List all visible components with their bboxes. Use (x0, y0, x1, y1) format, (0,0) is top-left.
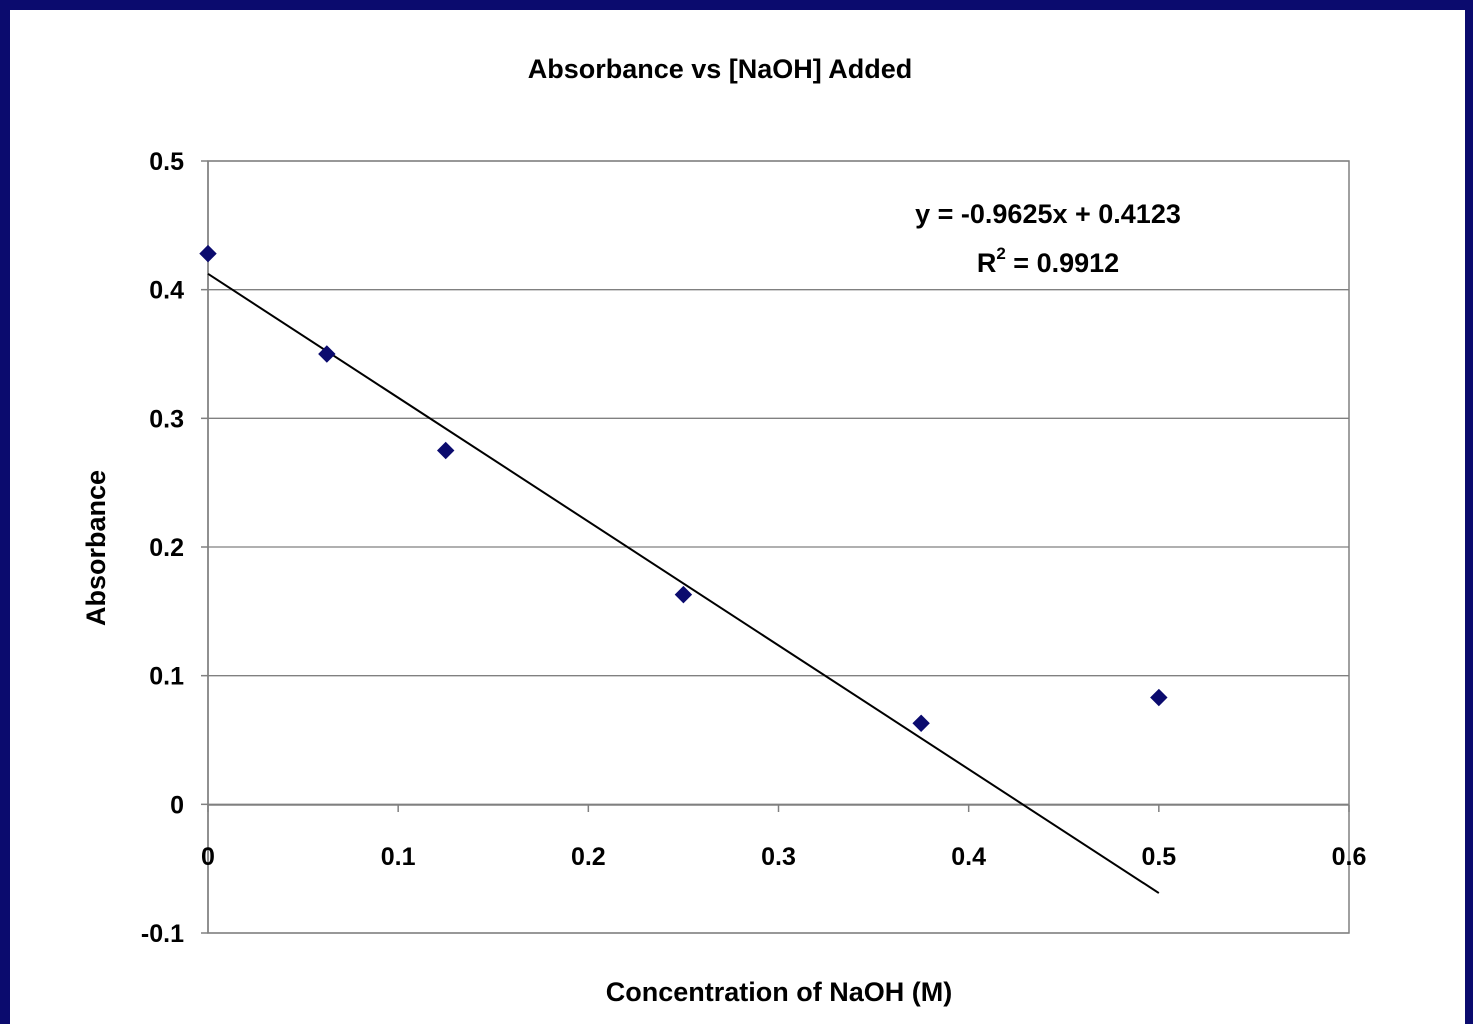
y-tick-label-3: 0.2 (149, 534, 184, 562)
y-tick-label-0: -0.1 (141, 920, 184, 948)
r-squared-exponent: 2 (996, 244, 1005, 263)
x-tick-label-4: 0.4 (951, 843, 986, 871)
axes (201, 160, 1350, 934)
r-squared-value: = 0.9912 (1006, 248, 1119, 278)
data-point-0-2 (437, 441, 455, 460)
data-point-0-5 (1150, 688, 1168, 707)
trendline (207, 273, 1160, 894)
chart-title: Absorbance vs [NaOH] Added (528, 54, 913, 84)
r-squared-prefix: R (977, 248, 997, 278)
x-tick-label-1: 0.1 (381, 843, 416, 871)
data-point-0-3 (674, 585, 693, 604)
data-point-0-1 (318, 345, 336, 363)
x-tick-label-0: 0 (201, 843, 215, 871)
x-tick-label-6: 0.6 (1332, 843, 1367, 871)
data-point-0-4 (912, 714, 930, 732)
x-tick-labels: 0 0.1 0.2 0.3 0.4 0.5 0.6 (201, 843, 1366, 871)
y-tick-label-2: 0.1 (149, 663, 184, 691)
y-axis-label: Absorbance (81, 470, 111, 626)
gridlines (208, 160, 1349, 934)
trendline-equation: y = -0.9625x + 0.4123 (915, 199, 1181, 229)
y-tick-label-5: 0.4 (149, 277, 184, 305)
y-tick-label-1: 0 (170, 791, 184, 819)
r-squared-label: R2 = 0.9912 (977, 244, 1119, 278)
data-points (199, 244, 1168, 732)
y-tick-label-6: 0.5 (149, 148, 184, 176)
data-point-0-0 (199, 244, 217, 263)
x-tick-label-2: 0.2 (571, 843, 606, 871)
x-tick-label-5: 0.5 (1141, 843, 1176, 871)
x-axis-label: Concentration of NaOH (M) (606, 977, 952, 1007)
y-tick-label-4: 0.3 (149, 405, 184, 433)
y-tick-labels: -0.1 0 0.1 0.2 0.3 0.4 0.5 (141, 148, 184, 948)
x-tick-label-3: 0.3 (761, 843, 796, 871)
trendline-group (207, 273, 1160, 894)
